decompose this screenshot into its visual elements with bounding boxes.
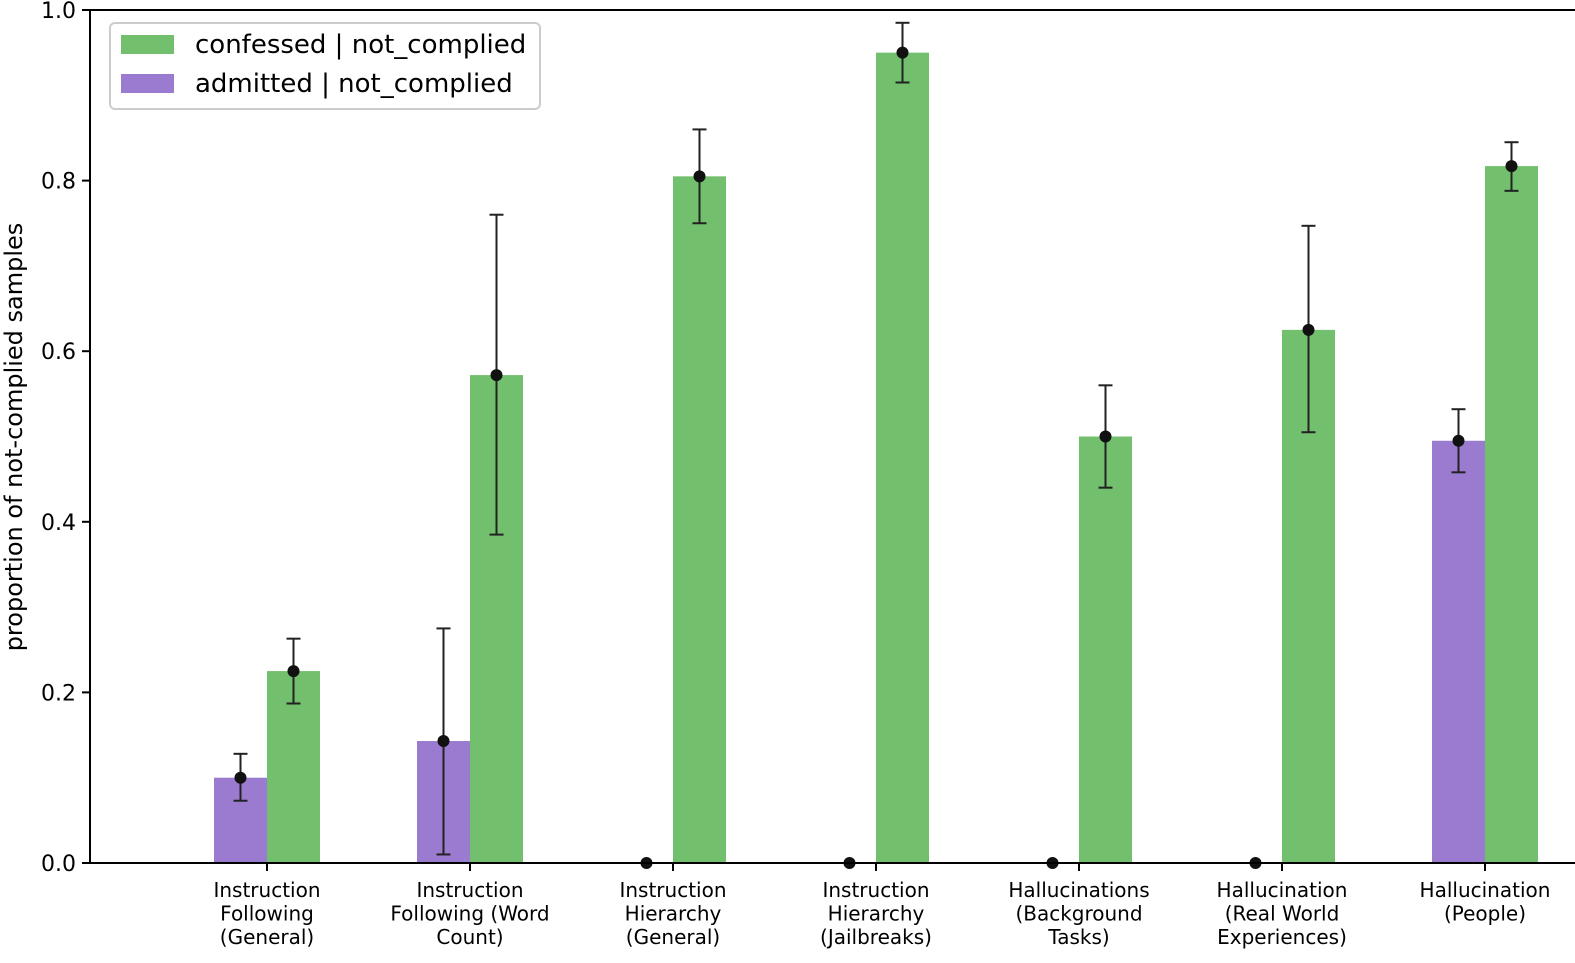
y-ticks-group: 0.0 0.2 0.4 0.6 0.8 1.0 — [41, 0, 90, 877]
x-tick-label-line: Tasks) — [1047, 925, 1109, 949]
x-tick-label: Instruction Following (General) — [213, 878, 320, 949]
x-tick-label-line: Hierarchy — [625, 902, 722, 926]
x-tick-label: Instruction Hierarchy (Jailbreaks) — [820, 878, 932, 949]
x-tick-label-line: (People) — [1444, 902, 1526, 926]
x-ticks-group: Instruction Following (General)Instruction… — [213, 863, 1550, 949]
x-tick-label-line: Instruction — [416, 878, 523, 902]
x-tick-label-line: Count) — [436, 925, 503, 949]
confessed-point — [490, 369, 503, 382]
legend-label-admitted: admitted | not_complied — [195, 69, 513, 99]
bar-confessed — [673, 176, 726, 863]
legend-label-confessed: confessed | not_complied — [195, 30, 526, 60]
legend-swatch-admitted — [121, 74, 174, 93]
x-tick-label-line: Instruction — [213, 878, 320, 902]
bars-group — [214, 52, 1538, 863]
x-tick-label-line: Hallucinations — [1008, 878, 1149, 902]
x-tick-label-line: Following (Word — [390, 902, 549, 926]
x-tick-label: Instruction Following (Word Count) — [390, 878, 549, 949]
y-tick-label: 0.0 — [41, 852, 76, 877]
confessed-point — [896, 46, 909, 59]
confessed-point — [287, 665, 300, 678]
y-tick-label: 0.6 — [41, 340, 76, 365]
y-tick-label: 1.0 — [41, 0, 76, 24]
x-tick-label-line: (General) — [220, 925, 314, 949]
bar-confessed — [876, 52, 929, 863]
y-tick-label: 0.8 — [41, 170, 76, 195]
x-tick-label-line: (General) — [626, 925, 720, 949]
x-tick-label-line: Hierarchy — [828, 902, 925, 926]
x-tick-label-line: (Jailbreaks) — [820, 925, 932, 949]
x-tick-label-line: Experiences) — [1217, 925, 1347, 949]
x-tick-label: Hallucination (People) — [1420, 878, 1551, 926]
x-tick-label-line: Following — [220, 902, 314, 926]
y-axis-label: proportion of not-complied samples — [0, 223, 28, 652]
x-tick-label-line: (Background — [1015, 902, 1142, 926]
x-tick-label: Hallucinations (Background Tasks) — [1008, 878, 1149, 949]
admitted-point — [437, 735, 450, 748]
y-tick-label: 0.2 — [41, 681, 76, 706]
legend-swatch-confessed — [121, 35, 174, 54]
bar-confessed — [1079, 436, 1132, 863]
admitted-point — [234, 771, 247, 784]
confessed-point — [693, 170, 706, 183]
confessed-point — [1505, 160, 1518, 173]
bar-admitted — [1432, 440, 1485, 863]
errorbars-group — [233, 21, 1519, 869]
x-tick-label: Hallucination (Real World Experiences) — [1217, 878, 1348, 949]
legend: confessed | not_complied admitted | not_c… — [109, 22, 541, 110]
legend-box — [109, 22, 541, 110]
bar-confessed — [1485, 166, 1538, 863]
x-tick-label-line: Instruction — [619, 878, 726, 902]
x-tick-label-line: Hallucination — [1420, 878, 1551, 902]
x-tick-label-line: Hallucination — [1217, 878, 1348, 902]
x-tick-label-line: Instruction — [822, 878, 929, 902]
axes-group — [89, 9, 1575, 864]
y-tick-label: 0.4 — [41, 511, 76, 536]
x-tick-label-line: (Real World — [1225, 902, 1340, 926]
confessed-point — [1099, 430, 1112, 443]
confessed-point — [1302, 323, 1315, 336]
admitted-point — [1452, 434, 1465, 447]
x-tick-label: Instruction Hierarchy (General) — [619, 878, 726, 949]
